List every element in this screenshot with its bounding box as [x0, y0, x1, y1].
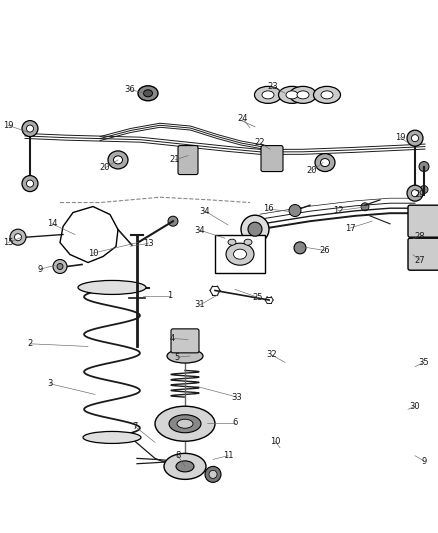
Ellipse shape — [155, 406, 215, 441]
Text: 35: 35 — [418, 358, 428, 367]
FancyBboxPatch shape — [177, 146, 198, 175]
Text: 29: 29 — [414, 190, 424, 199]
Circle shape — [208, 471, 216, 479]
Text: 17: 17 — [344, 224, 354, 232]
Ellipse shape — [313, 86, 340, 103]
Ellipse shape — [169, 415, 201, 433]
Ellipse shape — [177, 419, 193, 428]
Text: 10: 10 — [269, 437, 279, 446]
Text: 28: 28 — [414, 232, 424, 240]
Ellipse shape — [285, 91, 297, 99]
Ellipse shape — [227, 239, 236, 245]
Ellipse shape — [83, 431, 141, 443]
Ellipse shape — [113, 156, 122, 164]
Ellipse shape — [244, 239, 251, 245]
Circle shape — [26, 125, 33, 132]
Circle shape — [247, 222, 261, 236]
Text: 3: 3 — [47, 379, 53, 388]
Circle shape — [410, 190, 417, 197]
Text: 5: 5 — [174, 353, 179, 361]
Text: 15: 15 — [3, 238, 13, 247]
Text: 7: 7 — [132, 422, 138, 431]
Circle shape — [240, 215, 268, 243]
Text: 20: 20 — [99, 164, 110, 172]
Ellipse shape — [297, 91, 308, 99]
Text: 27: 27 — [414, 256, 424, 264]
Text: 36: 36 — [124, 85, 135, 94]
Circle shape — [288, 205, 300, 216]
Text: 31: 31 — [194, 301, 205, 309]
Circle shape — [14, 233, 21, 241]
Text: 12: 12 — [332, 206, 343, 215]
Ellipse shape — [289, 86, 316, 103]
Circle shape — [22, 120, 38, 136]
Text: 32: 32 — [266, 351, 277, 359]
Ellipse shape — [164, 454, 205, 479]
Text: 30: 30 — [409, 402, 419, 410]
Text: 9: 9 — [420, 457, 426, 465]
Text: 8: 8 — [175, 451, 180, 460]
Ellipse shape — [108, 151, 128, 169]
Text: 21: 21 — [170, 156, 180, 164]
Circle shape — [293, 242, 305, 254]
Text: 13: 13 — [142, 239, 153, 248]
Ellipse shape — [261, 91, 273, 99]
Ellipse shape — [138, 86, 158, 101]
Circle shape — [418, 161, 428, 172]
Ellipse shape — [278, 86, 305, 103]
Bar — [215, 235, 265, 273]
Ellipse shape — [320, 158, 329, 167]
Text: 9: 9 — [37, 265, 42, 273]
Text: 10: 10 — [88, 249, 98, 257]
Text: 20: 20 — [306, 166, 317, 175]
Circle shape — [360, 203, 368, 211]
Ellipse shape — [166, 349, 202, 363]
Circle shape — [419, 185, 427, 193]
Text: 1: 1 — [167, 292, 172, 300]
Ellipse shape — [226, 243, 254, 265]
Text: 22: 22 — [254, 139, 265, 147]
FancyBboxPatch shape — [407, 205, 438, 237]
Circle shape — [410, 135, 417, 142]
Text: 6: 6 — [232, 418, 237, 427]
Text: 2: 2 — [27, 340, 32, 348]
Circle shape — [53, 260, 67, 273]
Text: 4: 4 — [169, 334, 174, 343]
Circle shape — [406, 130, 422, 146]
Ellipse shape — [233, 249, 246, 259]
Ellipse shape — [320, 91, 332, 99]
Text: 33: 33 — [231, 393, 242, 401]
Text: 19: 19 — [394, 133, 404, 142]
Circle shape — [57, 263, 63, 270]
Text: 26: 26 — [319, 246, 329, 255]
Circle shape — [406, 185, 422, 201]
Text: 19: 19 — [3, 121, 13, 130]
Ellipse shape — [143, 90, 152, 97]
Ellipse shape — [314, 154, 334, 172]
Ellipse shape — [254, 86, 281, 103]
Ellipse shape — [176, 461, 194, 472]
Circle shape — [205, 466, 220, 482]
Circle shape — [168, 216, 177, 226]
FancyBboxPatch shape — [171, 329, 198, 353]
Circle shape — [10, 229, 26, 245]
Text: 34: 34 — [194, 226, 205, 235]
Text: 14: 14 — [46, 220, 57, 228]
Text: 34: 34 — [199, 207, 210, 215]
FancyBboxPatch shape — [407, 238, 438, 270]
Text: 25: 25 — [252, 293, 263, 302]
Text: 24: 24 — [237, 115, 247, 123]
Circle shape — [22, 175, 38, 191]
Circle shape — [26, 180, 33, 187]
FancyBboxPatch shape — [261, 146, 283, 172]
Text: 23: 23 — [267, 83, 278, 91]
Ellipse shape — [78, 280, 146, 294]
Text: 16: 16 — [262, 205, 273, 213]
Text: 11: 11 — [222, 451, 233, 460]
